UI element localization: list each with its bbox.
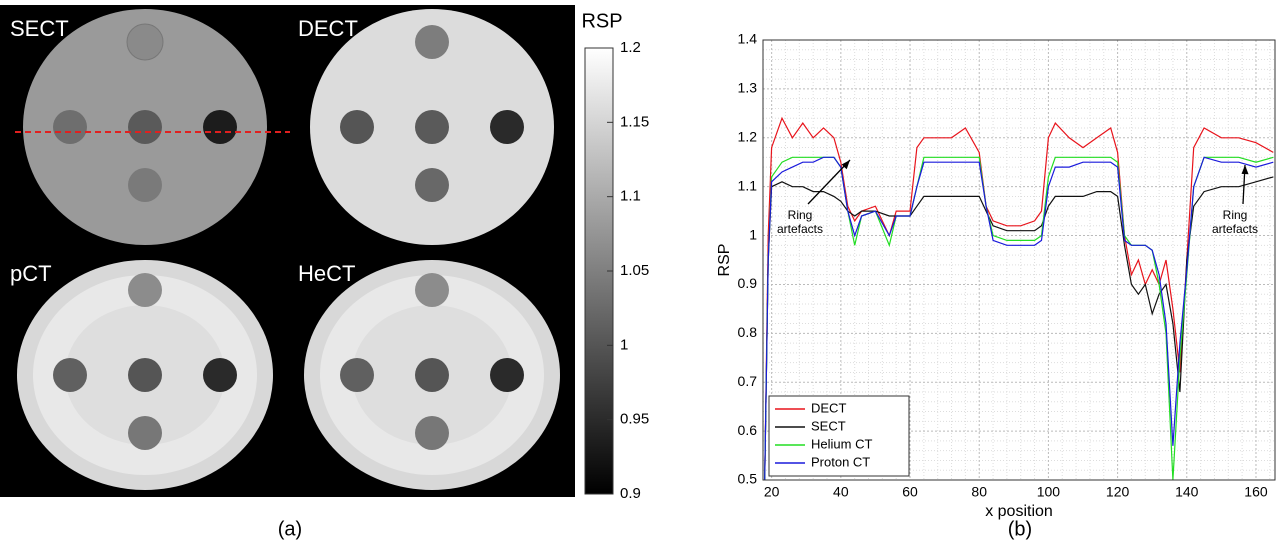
colorbar-tick-label: 1.2 (620, 39, 641, 56)
x-tick-label: 40 (833, 484, 849, 500)
x-tick-label: 100 (1037, 484, 1061, 500)
annotation: artefacts (777, 222, 823, 236)
y-tick-label: 1.3 (738, 80, 758, 96)
y-tick-label: 0.8 (738, 324, 758, 340)
x-axis-label: x position (985, 503, 1053, 520)
annotation: Ring (788, 208, 813, 222)
x-tick-label: 80 (971, 484, 987, 500)
colorbar-tick-label: 1.05 (620, 262, 649, 279)
y-tick-label: 1.2 (738, 128, 758, 144)
caption: (a) (278, 518, 302, 540)
y-tick-label: 1.1 (738, 177, 758, 193)
data-line (764, 116, 1274, 481)
annotation-arrowhead (1241, 165, 1249, 175)
colorbar-tick-label: 1.1 (620, 188, 641, 205)
y-tick-label: 1.4 (738, 31, 758, 47)
data-line (764, 156, 1274, 481)
y-tick-label: 0.7 (738, 373, 758, 389)
x-tick-label: 140 (1175, 484, 1199, 500)
y-tick-label: 1 (749, 226, 757, 242)
ct-images: SECT DECT pCT HeCT (0, 5, 575, 497)
annotation: artefacts (1212, 222, 1258, 236)
panel-label: HeCT (298, 261, 355, 286)
sect-phantom (15, 9, 290, 245)
y-tick-label: 0.9 (738, 275, 758, 291)
x-tick-label: 60 (902, 484, 918, 500)
x-tick-label: 20 (764, 484, 780, 500)
panel-label: pCT (10, 261, 52, 286)
y-axis-label: RSP (716, 244, 733, 277)
dect-phantom (310, 9, 554, 245)
colorbar-tick-label: 0.95 (620, 411, 649, 428)
legend-label: Proton CT (811, 454, 870, 469)
colorbar-label: RSP (581, 10, 622, 32)
legend-label: DECT (811, 400, 846, 415)
colorbar-tick-label: 0.9 (620, 485, 641, 502)
y-tick-label: 0.5 (738, 471, 758, 487)
colorbar-tick-label: 1.15 (620, 113, 649, 130)
x-tick-label: 120 (1106, 484, 1130, 500)
line-chart: 0.5 0.6 0.7 0.8 0.9 1 1.1 1.2 1.3 1.4 20 40 60 80 100 1… (716, 31, 1276, 520)
colorbar-tick-label: 1 (620, 336, 628, 353)
data-line (764, 176, 1274, 481)
caption: (b) (1008, 518, 1032, 540)
annotation: Ring (1223, 208, 1248, 222)
hect-phantom (304, 260, 560, 490)
panel-label: DECT (298, 16, 358, 41)
x-tick-label: 160 (1244, 484, 1268, 500)
legend-label: Helium CT (811, 436, 872, 451)
panel-label: SECT (10, 16, 69, 41)
pct-phantom (17, 260, 273, 490)
annotation-arrow (807, 159, 851, 205)
plot-frame (762, 39, 1276, 481)
legend-label: SECT (811, 418, 846, 433)
annotation-arrowhead (841, 160, 850, 170)
y-tick-label: 0.6 (738, 422, 758, 438)
